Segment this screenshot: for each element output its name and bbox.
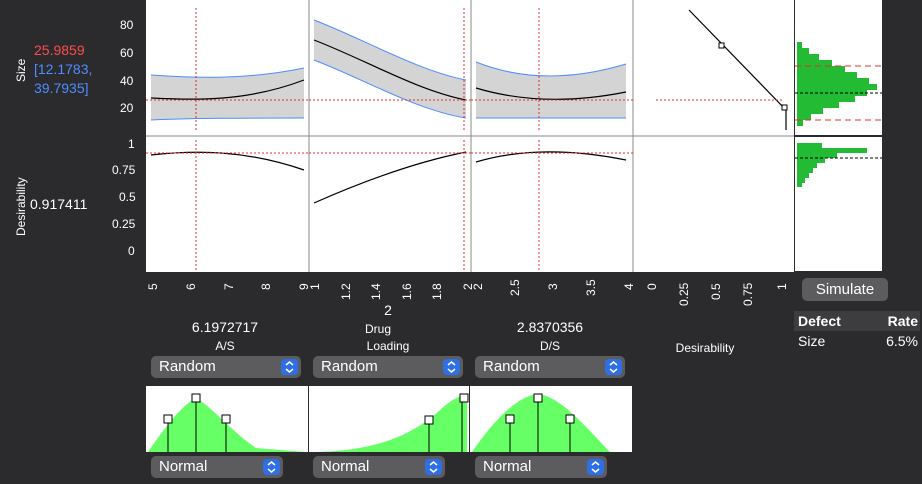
desir-tick: 0.25 xyxy=(677,282,691,306)
size-histogram xyxy=(795,0,882,135)
rate-cell: 6.5% xyxy=(886,333,918,349)
chevron-updown-icon xyxy=(425,459,442,475)
ds-random-label: Random xyxy=(483,358,540,375)
ds-random-select[interactable]: Random xyxy=(475,356,625,378)
drug-tick: 1 xyxy=(308,283,322,290)
ds-tick: 3.5 xyxy=(584,279,598,296)
as-tick: 6 xyxy=(184,283,198,290)
ds-distribution-select[interactable]: Normal xyxy=(475,456,607,478)
drug-distribution-curve xyxy=(309,393,469,452)
simulate-button[interactable]: Simulate xyxy=(802,278,888,301)
desirability-row-label: Desirability xyxy=(14,177,28,236)
desir-tick: 1 xyxy=(775,283,789,290)
as-current-value[interactable]: 6.1972717 xyxy=(191,319,259,335)
defect-table: Defect Rate Size 6.5% xyxy=(794,311,920,351)
drug-current-value[interactable]: 2 xyxy=(384,302,392,318)
desirability-tick: 0 xyxy=(128,244,135,258)
drug-distribution-label: Normal xyxy=(321,458,370,475)
drug-distribution-select[interactable]: Normal xyxy=(313,456,445,478)
as-random-label: Random xyxy=(159,358,216,375)
chevron-updown-icon xyxy=(587,459,604,475)
size-ci-high: 39.7935] xyxy=(34,80,89,96)
ds-distribution-plot[interactable] xyxy=(470,386,632,452)
drug-random-select[interactable]: Random xyxy=(313,356,463,378)
rate-header: Rate xyxy=(887,313,918,329)
desirability-histogram xyxy=(795,137,882,271)
drug-axis-label-line2: Loading xyxy=(366,339,410,353)
defect-cell: Size xyxy=(798,333,826,349)
drug-axis-label-line1: Drug xyxy=(364,322,391,336)
profiler-traces xyxy=(146,0,794,272)
size-histogram-bars xyxy=(795,42,882,126)
drug-tick: 1.2 xyxy=(339,283,353,300)
desirability-histogram-bars xyxy=(795,143,882,187)
drug-tick: 1.8 xyxy=(430,283,444,300)
as-tick: 5 xyxy=(146,283,160,290)
ds-tick: 2.5 xyxy=(508,279,522,296)
desir-tick: 0.75 xyxy=(741,282,755,306)
chevron-updown-icon xyxy=(281,359,298,375)
as-random-select[interactable]: Random xyxy=(151,356,301,378)
desirability-tick: 0.5 xyxy=(119,190,136,204)
table-row: Size 6.5% xyxy=(794,331,920,351)
as-distribution-plot[interactable] xyxy=(146,386,308,452)
size-ci-low: [12.1783, xyxy=(34,61,93,77)
as-distribution-label: Normal xyxy=(159,458,208,475)
ds-tick: 2 xyxy=(471,283,485,290)
drug-random-label: Random xyxy=(321,358,378,375)
desir-tick: 0.5 xyxy=(709,283,723,300)
size-tick: 60 xyxy=(120,46,134,60)
desirability-tick: 0.25 xyxy=(112,217,136,231)
desirability-axis-label: Desirability xyxy=(675,341,735,355)
as-tick: 8 xyxy=(259,283,273,290)
as-distribution-select[interactable]: Normal xyxy=(151,456,283,478)
chevron-updown-icon xyxy=(605,359,622,375)
drug-tick: 1.4 xyxy=(369,283,383,300)
desirability-current-value: 0.917411 xyxy=(30,196,88,212)
size-tick: 40 xyxy=(120,74,134,88)
size-current-value: 25.9859 xyxy=(34,42,85,58)
profiler-grid[interactable] xyxy=(146,0,794,272)
size-row-label: Size xyxy=(14,58,28,82)
as-tick: 7 xyxy=(222,283,236,290)
as-distribution-curve xyxy=(148,393,306,452)
size-tick: 20 xyxy=(120,101,134,115)
ds-current-value[interactable]: 2.8370356 xyxy=(516,319,584,335)
ds-distribution-curve xyxy=(472,393,610,452)
desirability-tick: 1 xyxy=(128,137,135,151)
ds-tick: 4 xyxy=(622,283,636,290)
ds-distribution-label: Normal xyxy=(483,458,532,475)
drug-tick: 1.6 xyxy=(400,283,414,300)
defect-header: Defect xyxy=(798,313,841,329)
drug-distribution-plot[interactable] xyxy=(309,386,469,452)
as-axis-label: A/S xyxy=(215,339,235,353)
ds-tick: 3 xyxy=(546,283,560,290)
desir-tick: 0 xyxy=(645,283,659,290)
chevron-updown-icon xyxy=(263,459,280,475)
size-tick: 80 xyxy=(120,18,134,32)
ds-axis-label: D/S xyxy=(539,339,560,353)
desirability-tick: 0.75 xyxy=(112,163,136,177)
chevron-updown-icon xyxy=(443,359,460,375)
defect-table-header: Defect Rate xyxy=(794,311,920,331)
